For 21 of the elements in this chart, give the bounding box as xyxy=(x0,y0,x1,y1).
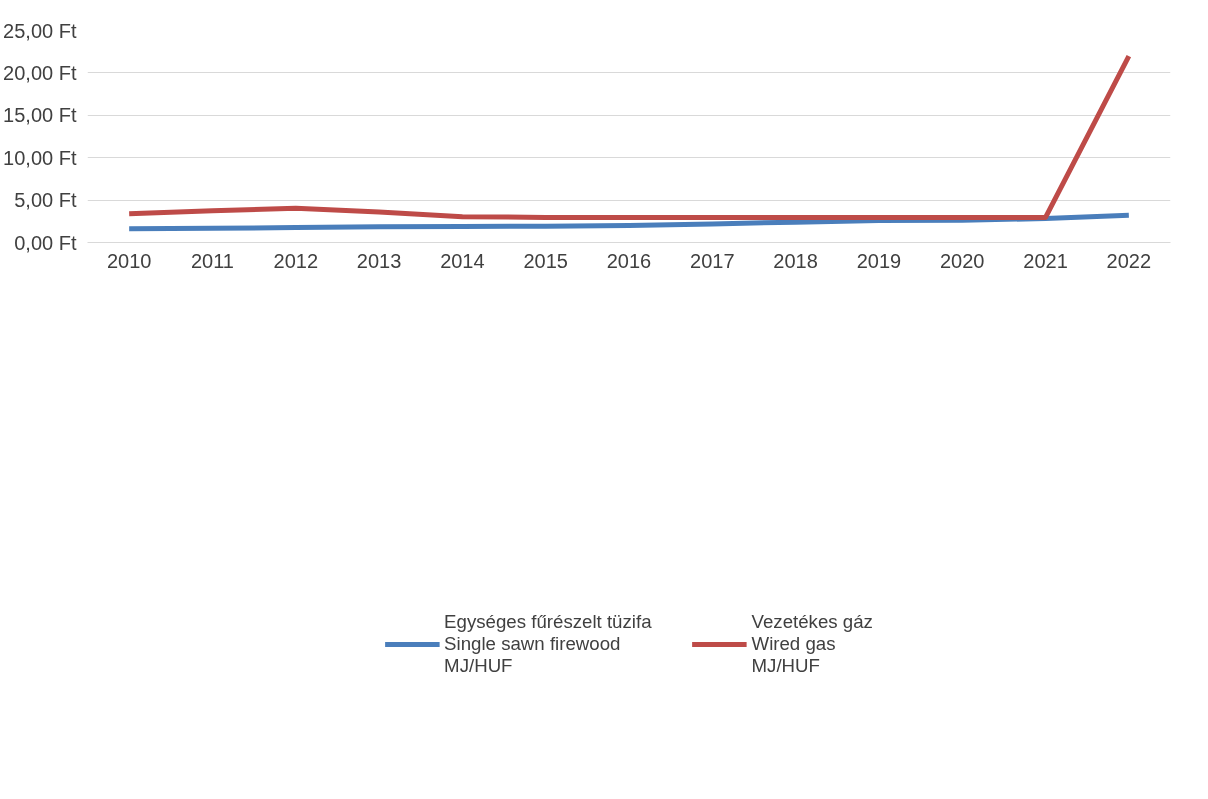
y-tick-label: 0,00 Ft xyxy=(14,231,77,254)
y-tick-label: 20,00 Ft xyxy=(3,61,77,84)
x-tick-label: 2010 xyxy=(106,249,152,272)
x-tick-label: 2018 xyxy=(773,249,818,272)
x-tick-label: 2019 xyxy=(856,249,902,272)
x-tick-label: 2016 xyxy=(606,249,652,272)
x-tick-label: 2011 xyxy=(190,249,234,272)
legend-label: Egységes fűrészelt tüzifa Single sawn firewood MJ/HUF xyxy=(444,610,652,677)
y-tick-label: 5,00 Ft xyxy=(14,189,77,212)
x-tick-label: 2022 xyxy=(1106,249,1152,272)
y-tick-label: 10,00 Ft xyxy=(3,146,77,169)
x-tick-label: 2021 xyxy=(1023,249,1068,272)
x-tick-label: 2020 xyxy=(939,249,985,272)
x-tick-label: 2012 xyxy=(273,249,319,272)
x-tick-label: 2014 xyxy=(440,249,485,272)
x-tick-label: 2017 xyxy=(690,249,735,272)
y-tick-label: 15,00 Ft xyxy=(3,104,77,127)
x-tick-label: 2013 xyxy=(356,249,402,272)
x-tick-label: 2015 xyxy=(523,249,568,272)
y-tick-label: 25,00 Ft xyxy=(3,19,77,42)
legend-label: Vezetékes gáz Wired gas MJ/HUF xyxy=(751,610,873,677)
